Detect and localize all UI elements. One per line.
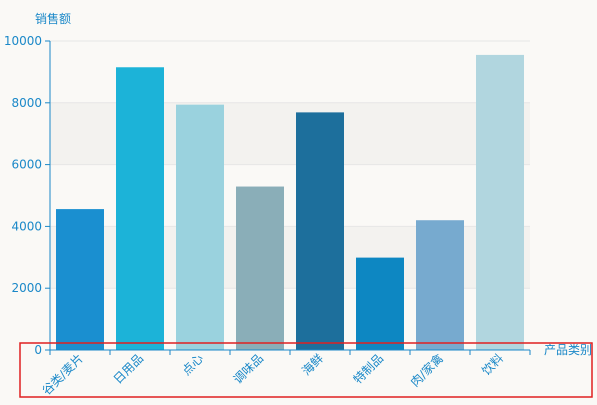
bar[interactable] [236,186,284,350]
y-tick-label: 10000 [4,34,42,48]
x-axis: 谷类/麦片 日用品 点心 调味品 海鲜 特制品 肉/家禽 饮料 [39,349,531,398]
bar[interactable] [476,54,524,350]
x-tick-label: 调味品 [231,351,266,386]
x-tick-label: 特制品 [350,351,386,387]
x-axis-highlight-box [19,342,593,398]
x-tick-label: 肉/家禽 [407,351,446,390]
y-tick-label: 8000 [11,96,42,110]
x-tick-label: 点心 [179,351,206,378]
x-tick-label: 海鲜 [299,351,327,379]
y-axis: 0 2000 4000 6000 8000 10000 [4,34,51,357]
x-tick-label: 日用品 [111,351,146,386]
bar[interactable] [356,257,404,350]
bars [56,54,524,351]
bar[interactable] [116,67,164,350]
y-axis-title: 销售额 [35,11,71,26]
bar[interactable] [296,112,344,350]
x-tick-label: 谷类/麦片 [39,351,86,398]
bar[interactable] [176,104,224,351]
y-tick-label: 6000 [11,158,42,172]
x-axis-title: 产品类别 [544,343,592,357]
y-tick-label: 4000 [11,219,42,233]
y-tick-label: 2000 [11,281,42,295]
bar[interactable] [416,220,464,350]
y-tick-label: 0 [34,343,42,357]
bar[interactable] [56,209,104,350]
x-tick-label: 饮料 [479,351,506,378]
